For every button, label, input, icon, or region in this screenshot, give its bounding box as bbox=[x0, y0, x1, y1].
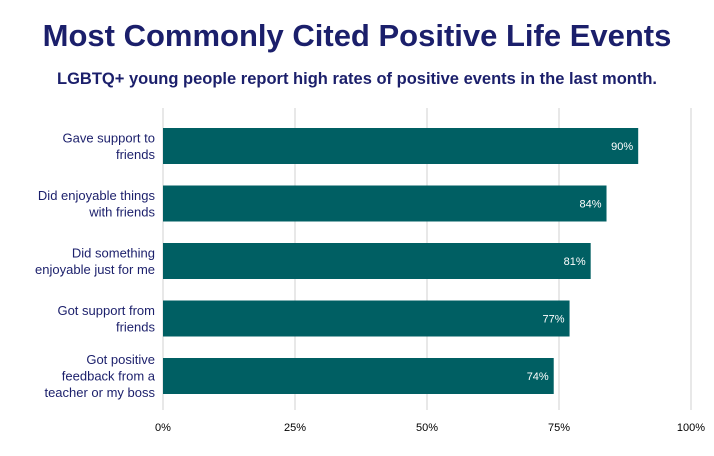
x-tick-label: 50% bbox=[416, 422, 438, 434]
x-tick-label: 0% bbox=[155, 422, 171, 434]
category-label-line: Gave support to bbox=[63, 130, 156, 145]
category-label-line: Did something bbox=[72, 245, 155, 260]
data-label: 74% bbox=[527, 371, 549, 383]
category-label-line: feedback from a bbox=[62, 369, 156, 384]
category-label-line: with friends bbox=[88, 204, 155, 219]
bar bbox=[163, 243, 591, 279]
bar bbox=[163, 185, 607, 222]
category-label-line: Did enjoyable things bbox=[38, 188, 156, 203]
chart-title: Most Commonly Cited Positive Life Events bbox=[42, 18, 672, 53]
category-label: Gave support to friends bbox=[63, 130, 156, 162]
bar bbox=[163, 358, 554, 394]
category-label-line: teacher or my boss bbox=[44, 385, 155, 400]
category-label-line: Got positive bbox=[86, 352, 155, 367]
category-label-line: friends bbox=[116, 319, 156, 334]
category-label: Did something enjoyable just for me bbox=[35, 245, 155, 277]
x-tick-label: 100% bbox=[677, 422, 705, 434]
bar bbox=[163, 128, 639, 164]
x-axis-ticks: 0% 25% 50% 75% 100% bbox=[155, 422, 705, 434]
data-label: 81% bbox=[564, 256, 586, 268]
category-label: Got positive feedback from a teacher or my… bbox=[44, 352, 155, 400]
x-tick-label: 75% bbox=[548, 422, 570, 434]
category-label-line: enjoyable just for me bbox=[35, 262, 155, 277]
category-label-line: Got support from bbox=[57, 303, 155, 318]
data-label: 90% bbox=[611, 141, 633, 153]
data-label: 77% bbox=[543, 314, 565, 326]
bars: 90% 84% 81% 77% 74% bbox=[163, 128, 639, 394]
category-labels: Gave support to friends Did enjoyable thin… bbox=[35, 130, 156, 400]
category-label: Did enjoyable things with friends bbox=[38, 188, 156, 220]
x-tick-label: 25% bbox=[284, 422, 306, 434]
bar bbox=[163, 300, 570, 337]
chart-subtitle: LGBTQ+ young people report high rates of… bbox=[56, 70, 658, 88]
category-label: Got support from friends bbox=[57, 303, 155, 335]
data-label: 84% bbox=[579, 199, 601, 211]
category-label-line: friends bbox=[116, 147, 156, 162]
